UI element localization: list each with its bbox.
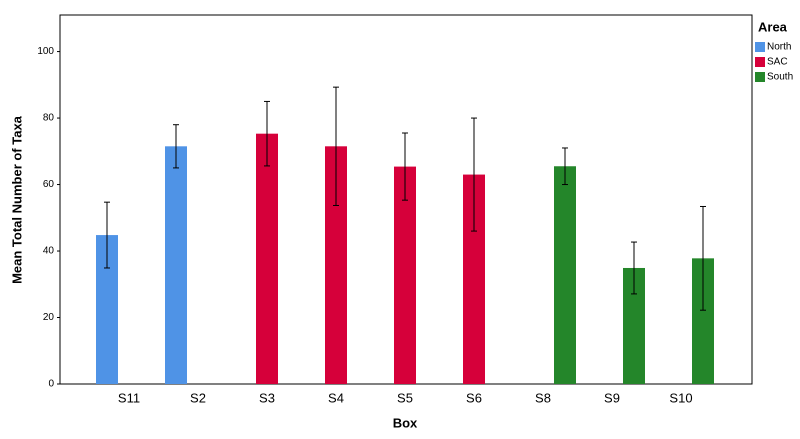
legend-swatch — [755, 42, 765, 52]
y-tick-label: 40 — [43, 246, 55, 257]
legend-label: SAC — [767, 57, 788, 68]
y-tick-label: 20 — [43, 312, 55, 323]
bar — [463, 174, 485, 384]
error-bar — [264, 100, 270, 167]
error-bar — [333, 86, 339, 206]
error-bar — [471, 117, 477, 232]
x-tick-label: S5 — [397, 390, 413, 405]
y-tick-label: 100 — [37, 46, 54, 57]
error-bar — [402, 132, 408, 201]
bar — [692, 258, 714, 384]
error-bar — [631, 241, 637, 295]
x-tick-label: S10 — [669, 390, 692, 405]
x-tick-label: S6 — [466, 390, 482, 405]
bar — [623, 267, 645, 384]
x-tick-label: S8 — [535, 390, 551, 405]
legend-label: South — [767, 72, 793, 83]
x-tick-label: S11 — [118, 390, 140, 405]
legend-swatch — [755, 72, 765, 82]
x-tick-label: S3 — [259, 390, 275, 405]
x-tick-label: S9 — [604, 390, 620, 405]
legend-label: North — [767, 42, 791, 53]
y-axis-title: Mean Total Number of Taxa — [9, 115, 24, 284]
x-axis-title: Box — [393, 415, 418, 430]
x-tick-label: S4 — [328, 390, 344, 405]
bar — [165, 146, 187, 384]
bar — [96, 235, 118, 384]
y-tick-label: 0 — [48, 379, 54, 390]
error-bar — [173, 124, 179, 169]
bar — [554, 166, 576, 384]
bar — [394, 166, 416, 384]
y-tick-label: 60 — [43, 179, 55, 190]
legend-title: Area — [758, 19, 788, 34]
bar — [256, 133, 278, 384]
error-bar — [700, 205, 706, 311]
error-bar — [104, 201, 110, 269]
y-tick-label: 80 — [43, 113, 55, 124]
x-tick-label: S2 — [190, 390, 206, 405]
bar — [325, 146, 347, 384]
error-bar — [562, 147, 568, 186]
legend-swatch — [755, 57, 765, 67]
